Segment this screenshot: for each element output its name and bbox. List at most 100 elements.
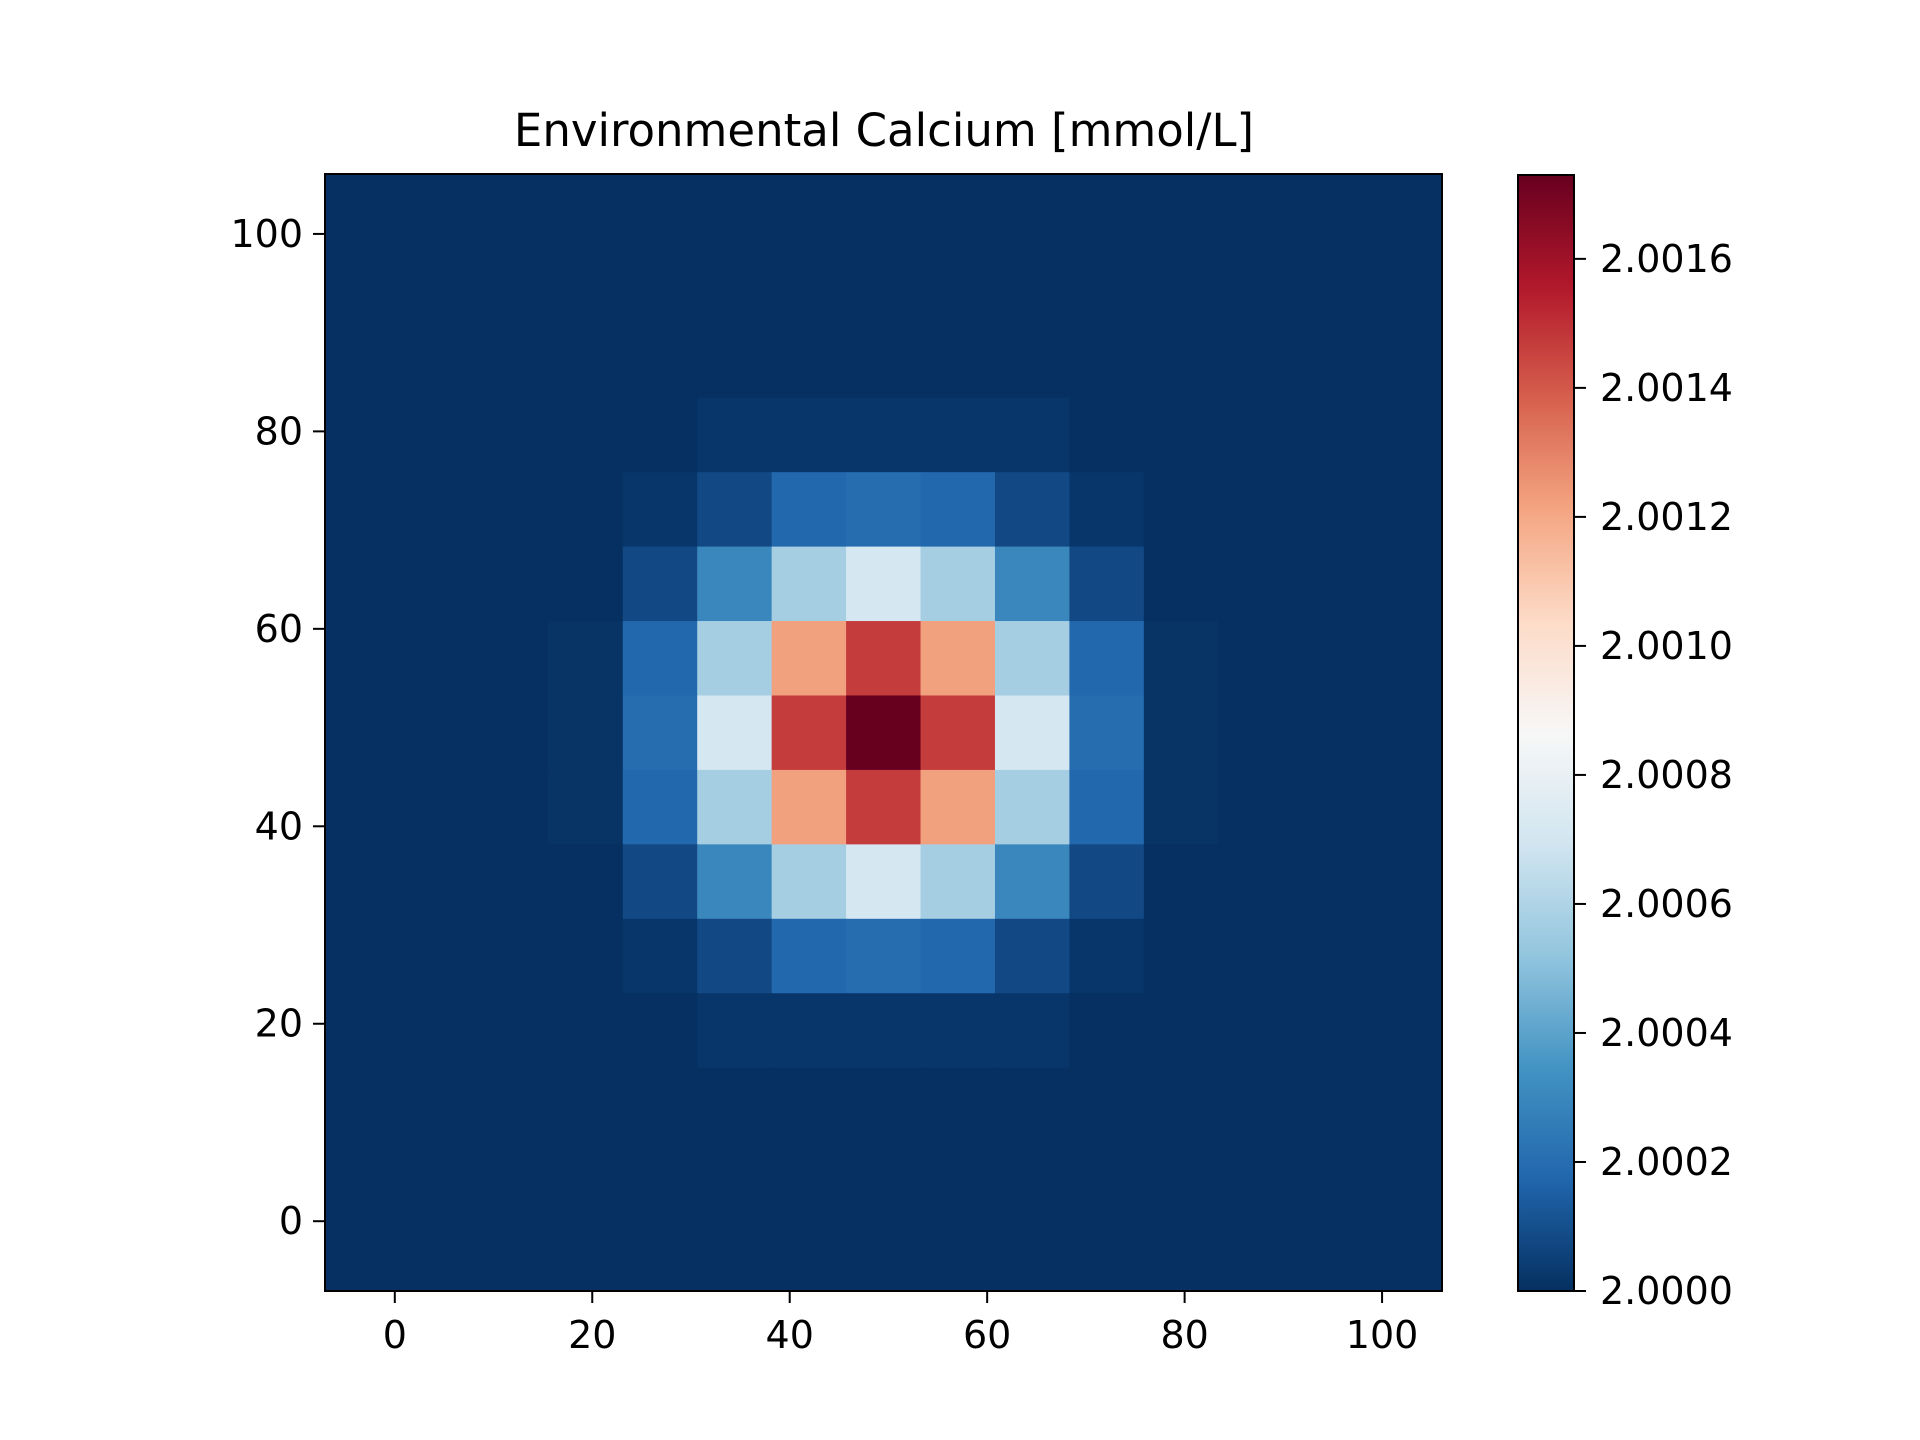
heatmap-cell xyxy=(920,993,996,1069)
heatmap-cell xyxy=(846,174,922,250)
heatmap-cell xyxy=(1292,174,1368,250)
heatmap-cell xyxy=(920,621,996,697)
heatmap-cell xyxy=(1292,844,1368,920)
heatmap-cell xyxy=(622,993,698,1069)
heatmap-cell xyxy=(473,248,549,324)
heatmap-cell xyxy=(1143,1067,1219,1143)
heatmap-cell xyxy=(994,918,1070,994)
heatmap-cell xyxy=(622,695,698,771)
heatmap-cell xyxy=(1367,621,1443,697)
heatmap-cell xyxy=(1143,1216,1219,1292)
heatmap-cell xyxy=(1367,1216,1443,1292)
heatmap-cell xyxy=(920,248,996,324)
heatmap-cell xyxy=(846,1216,922,1292)
heatmap-cell xyxy=(325,1216,401,1292)
heatmap-cell xyxy=(771,546,847,622)
heatmap-cell xyxy=(399,769,475,845)
heatmap-cell xyxy=(846,248,922,324)
heatmap-cell xyxy=(399,695,475,771)
heatmap-cell xyxy=(994,546,1070,622)
heatmap-cell xyxy=(846,993,922,1069)
heatmap-cell xyxy=(1292,621,1368,697)
heatmap-cell xyxy=(1218,174,1294,250)
heatmap-cell xyxy=(325,472,401,548)
heatmap-cell xyxy=(846,397,922,473)
heatmap-cell xyxy=(325,1067,401,1143)
heatmap-cell xyxy=(920,546,996,622)
heatmap-cell xyxy=(1143,769,1219,845)
heatmap-cell xyxy=(994,472,1070,548)
heatmap-cell xyxy=(399,993,475,1069)
heatmap-cell xyxy=(1218,769,1294,845)
heatmap-cell xyxy=(1292,695,1368,771)
heatmap-cell xyxy=(1218,1216,1294,1292)
heatmap-cell xyxy=(1367,993,1443,1069)
heatmap-cell xyxy=(1292,769,1368,845)
colorbar-tick-label: 2.0000 xyxy=(1600,1269,1733,1313)
heatmap-cell xyxy=(1218,695,1294,771)
heatmap-cell xyxy=(622,1216,698,1292)
heatmap-cell xyxy=(325,397,401,473)
heatmap-cell xyxy=(920,695,996,771)
heatmap-cell xyxy=(548,769,624,845)
heatmap-cell xyxy=(399,621,475,697)
heatmap-cell xyxy=(1069,769,1145,845)
heatmap-cell xyxy=(994,993,1070,1069)
colorbar-tick-label: 2.0010 xyxy=(1600,624,1733,668)
heatmap-cell xyxy=(622,621,698,697)
heatmap-cell xyxy=(846,546,922,622)
heatmap-cell xyxy=(697,621,773,697)
heatmap-cell xyxy=(697,695,773,771)
heatmap-cell xyxy=(473,993,549,1069)
heatmap-cell xyxy=(1367,1142,1443,1218)
heatmap-cell xyxy=(325,546,401,622)
heatmap-cell xyxy=(1292,1216,1368,1292)
heatmap-cell xyxy=(697,546,773,622)
heatmap-cell xyxy=(1069,397,1145,473)
heatmap-cell xyxy=(1143,323,1219,399)
x-tick-label: 80 xyxy=(1160,1313,1208,1357)
heatmap-cell xyxy=(994,769,1070,845)
heatmap-cell xyxy=(846,1142,922,1218)
heatmap-cell xyxy=(1143,844,1219,920)
heatmap-cell xyxy=(473,323,549,399)
heatmap-cell xyxy=(771,621,847,697)
heatmap-cell xyxy=(994,1216,1070,1292)
heatmap-cell xyxy=(1292,323,1368,399)
heatmap-cell xyxy=(622,323,698,399)
heatmap-cell xyxy=(1367,918,1443,994)
colorbar-frame xyxy=(1517,174,1575,1292)
heatmap-cell xyxy=(1143,546,1219,622)
heatmap-cell xyxy=(697,1216,773,1292)
heatmap-cell xyxy=(1069,248,1145,324)
heatmap-cell xyxy=(697,1067,773,1143)
heatmap-cell xyxy=(771,769,847,845)
heatmap-cell xyxy=(325,323,401,399)
heatmap-cell xyxy=(846,695,922,771)
heatmap-cell xyxy=(1143,248,1219,324)
x-tick-label: 60 xyxy=(963,1313,1011,1357)
heatmap-cell xyxy=(920,397,996,473)
heatmap-cell xyxy=(1069,1067,1145,1143)
heatmap-cell xyxy=(1218,472,1294,548)
heatmap-cell xyxy=(846,472,922,548)
heatmap-cell xyxy=(399,546,475,622)
heatmap-cell xyxy=(994,1067,1070,1143)
heatmap-cell xyxy=(697,769,773,845)
heatmap-cell xyxy=(325,1142,401,1218)
heatmap-cell xyxy=(994,844,1070,920)
colorbar-tick-label: 2.0002 xyxy=(1600,1140,1733,1184)
heatmap-cell xyxy=(1292,1142,1368,1218)
heatmap-cell xyxy=(1218,844,1294,920)
heatmap-cell xyxy=(325,621,401,697)
heatmap-cell xyxy=(473,1216,549,1292)
heatmap-cell xyxy=(846,918,922,994)
heatmap-cell xyxy=(1143,695,1219,771)
heatmap-cell xyxy=(771,472,847,548)
y-tick-label: 0 xyxy=(279,1199,303,1243)
heatmap-cell xyxy=(1069,695,1145,771)
heatmap-cell xyxy=(1143,1142,1219,1218)
heatmap-cell xyxy=(1367,323,1443,399)
x-tick-label: 0 xyxy=(383,1313,407,1357)
heatmap-cell xyxy=(1367,248,1443,324)
